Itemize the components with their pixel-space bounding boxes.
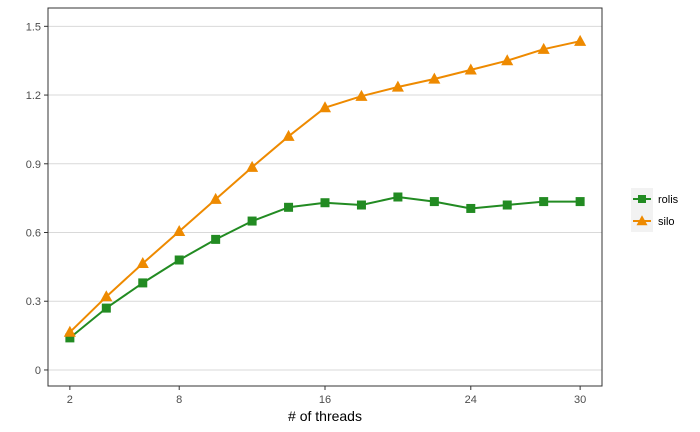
data-point-silo (318, 101, 332, 113)
legend-key-marker-rolis (638, 195, 646, 203)
legend-label-silo: silo (658, 216, 675, 228)
data-point-silo (391, 80, 404, 92)
data-point-rolis (539, 197, 549, 207)
y-tick-label: 0 (35, 365, 41, 377)
data-point-rolis (429, 197, 439, 207)
data-point-rolis (101, 303, 111, 313)
data-point-silo (537, 42, 550, 54)
series-silo (63, 34, 587, 337)
y-tick-label: 0.6 (26, 228, 41, 240)
x-tick-label: 24 (465, 394, 477, 406)
data-point-rolis (284, 202, 294, 212)
data-point-rolis (211, 234, 221, 244)
data-point-silo (355, 89, 368, 101)
legend-key-marker-silo (636, 215, 648, 226)
data-point-silo (173, 224, 186, 236)
data-point-rolis (320, 198, 330, 208)
legend: rolis silo (631, 188, 679, 232)
gridlines (48, 25, 602, 371)
data-point-silo (100, 290, 113, 302)
data-point-silo (246, 160, 259, 172)
x-axis-title: # of threads (288, 408, 362, 424)
data-point-silo (574, 34, 587, 46)
x-tick-label: 8 (176, 394, 182, 406)
y-tick-label: 0.3 (26, 296, 41, 308)
data-point-silo (428, 72, 441, 84)
data-point-silo (136, 257, 149, 269)
data-point-rolis (466, 203, 476, 213)
x-tick-label: 16 (319, 394, 331, 406)
series-rolis (65, 192, 585, 343)
data-point-rolis (356, 200, 366, 210)
y-tick-label: 1.2 (26, 90, 41, 102)
data-point-silo (282, 129, 295, 141)
data-point-silo (464, 63, 477, 75)
legend-item-silo: silo (631, 210, 675, 232)
y-tick-label: 0.9 (26, 159, 41, 171)
data-point-rolis (65, 333, 75, 343)
data-point-silo (63, 325, 76, 337)
data-point-silo (501, 54, 514, 66)
x-tick-label: 30 (574, 394, 586, 406)
legend-item-rolis: rolis (631, 188, 679, 210)
data-point-rolis (174, 255, 184, 265)
data-point-rolis (247, 216, 257, 226)
x-tick-label: 2 (67, 394, 73, 406)
data-point-rolis (393, 192, 403, 202)
data-point-rolis (502, 200, 512, 210)
axis-ticks (44, 25, 581, 390)
series-layer (63, 34, 587, 343)
legend-label-rolis: rolis (658, 194, 679, 206)
tick-labels: 0 0.3 0.6 0.9 1.2 1.5 2 8 16 24 30 (26, 21, 587, 406)
data-point-rolis (575, 197, 585, 207)
y-tick-label: 1.5 (26, 21, 41, 33)
data-point-silo (209, 192, 222, 204)
data-point-rolis (138, 278, 148, 288)
